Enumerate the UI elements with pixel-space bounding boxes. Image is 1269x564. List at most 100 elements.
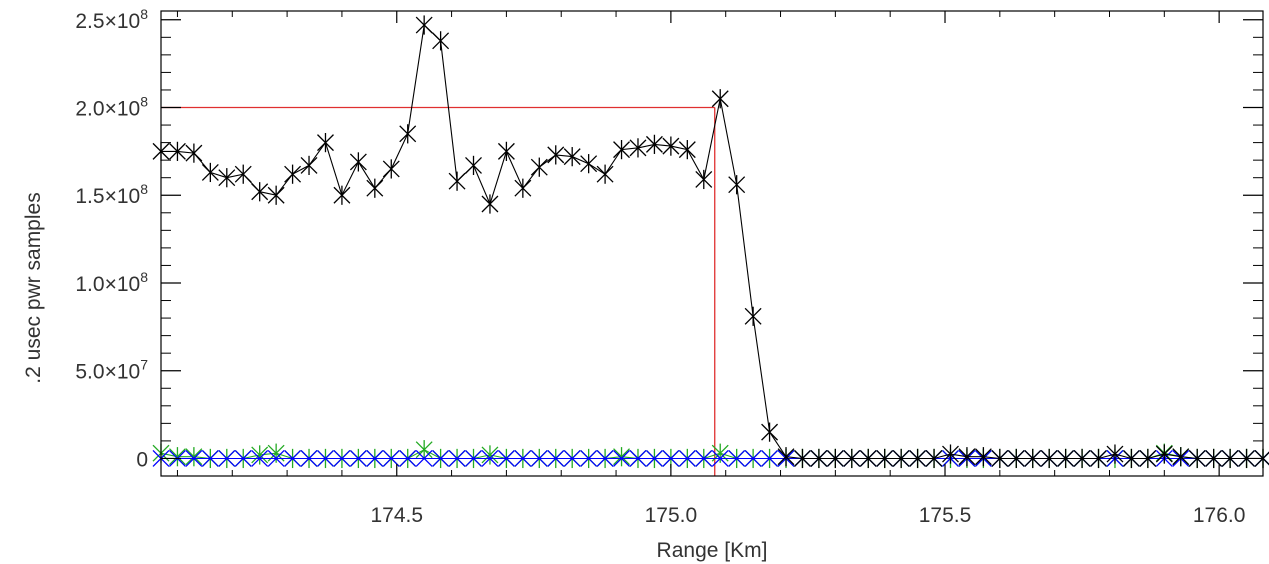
black-series-point: [662, 136, 680, 156]
black-series-point: [399, 124, 417, 144]
blue-series-point: [465, 449, 482, 467]
y-tick-label: 2.5×108: [75, 6, 148, 33]
black-series-point: [514, 178, 532, 198]
x-tick-label: 174.5: [370, 504, 423, 527]
blue-series-point: [201, 449, 219, 467]
black-series-point: [333, 185, 351, 205]
black-series-point: [728, 175, 746, 195]
black-series-point: [777, 447, 795, 467]
blue-series-point: [399, 449, 417, 467]
blue-series-point: [596, 449, 614, 467]
x-axis-label: Range [Km]: [657, 539, 768, 562]
black-series-point: [1007, 448, 1025, 469]
black-series-point: [794, 448, 811, 469]
black-series-point: [1024, 448, 1042, 469]
black-series-point: [1122, 448, 1140, 469]
black-series-point: [695, 169, 713, 190]
black-series-point: [925, 448, 943, 469]
axis-ticks: [161, 11, 1263, 476]
blue-series-point: [218, 449, 236, 467]
green-series-point: [185, 447, 203, 467]
black-series-point: [909, 448, 927, 469]
black-series-point: [613, 140, 630, 160]
blue-series-point: [284, 449, 302, 467]
black-series-point: [201, 162, 219, 183]
blue-series-point: [234, 449, 252, 467]
black-series-point: [349, 152, 367, 172]
blue-series-point: [629, 449, 647, 467]
green-series-point: [168, 447, 186, 467]
y-tick-label: 5.0×107: [75, 357, 148, 384]
black-series-point: [1139, 448, 1157, 469]
blue-series-point: [481, 449, 499, 467]
black-series-point: [958, 447, 976, 467]
green-series-point: [415, 440, 433, 460]
black-series-point: [744, 306, 762, 326]
y-tick-label: 1.0×108: [75, 269, 148, 296]
blue-series-point: [366, 449, 384, 467]
blue-series-point: [563, 449, 581, 467]
black-series-point: [1155, 444, 1173, 464]
black-series-point: [645, 134, 663, 154]
black-series-point: [218, 168, 236, 188]
black-series-point: [1040, 448, 1058, 469]
black-series-point: [432, 31, 450, 51]
blue-series-point: [678, 449, 696, 467]
plot-frame: [160, 10, 1264, 477]
reference-lines: [161, 106, 716, 476]
black-series-point: [284, 164, 302, 184]
black-series-point: [1188, 448, 1206, 469]
blue-series-point: [744, 449, 762, 467]
black-series-point: [629, 138, 647, 158]
green-series-point: [251, 445, 269, 465]
black-series-point: [1057, 448, 1075, 469]
black-series-point: [530, 157, 548, 177]
black-series-point: [317, 133, 334, 153]
blue-series: [152, 449, 1269, 467]
black-series-point: [1221, 448, 1239, 469]
black-series-point: [267, 185, 285, 205]
blue-series-point: [333, 449, 351, 467]
blue-series-point: [580, 449, 598, 467]
black-series-point: [859, 448, 877, 469]
y-axis-label: .2 usec pwr samples: [22, 192, 45, 383]
black-series-point: [234, 164, 252, 184]
black-series-point: [843, 448, 861, 469]
black-series-point: [678, 140, 696, 160]
black-series-point: [711, 89, 729, 109]
blue-series-point: [432, 449, 450, 467]
blue-series-point: [300, 449, 318, 467]
black-series-point: [1106, 444, 1124, 464]
blue-series-point: [728, 449, 746, 467]
blue-series-point: [497, 449, 515, 467]
black-series-point: [1205, 448, 1223, 469]
x-tick-label: 175.5: [919, 504, 972, 527]
blue-series-point: [547, 449, 565, 467]
blue-series-point: [711, 449, 729, 467]
tick-labels: 174.5 175.0 175.5 176.0 0 5.0×107 1.0×108 1.5×1…: [75, 6, 1245, 527]
black-series-point: [448, 171, 466, 191]
black-series-point: [497, 141, 515, 161]
black-series-line: [161, 23, 1263, 460]
y-tick-label: 2.0×108: [75, 94, 148, 121]
black-series-point: [185, 143, 203, 163]
black-series-point: [563, 147, 581, 167]
black-series-point: [481, 194, 499, 214]
black-series-point: [1073, 448, 1091, 469]
blue-series-point: [251, 449, 269, 467]
y-tick-label: 0: [136, 448, 148, 471]
blue-series-point: [382, 449, 400, 467]
black-series-point: [580, 154, 598, 174]
black-series-point: [251, 182, 269, 202]
black-series-point: [810, 448, 828, 469]
blue-series-point: [317, 449, 334, 467]
black-series-point: [876, 448, 894, 469]
x-tick-label: 175.0: [645, 504, 698, 527]
black-series-point: [942, 444, 959, 464]
black-series-point: [1172, 447, 1190, 467]
black-series-point: [168, 141, 186, 161]
black-series: [152, 15, 1269, 469]
black-series-point: [366, 178, 384, 198]
blue-series-point: [530, 449, 548, 467]
black-series-point: [1090, 448, 1107, 469]
